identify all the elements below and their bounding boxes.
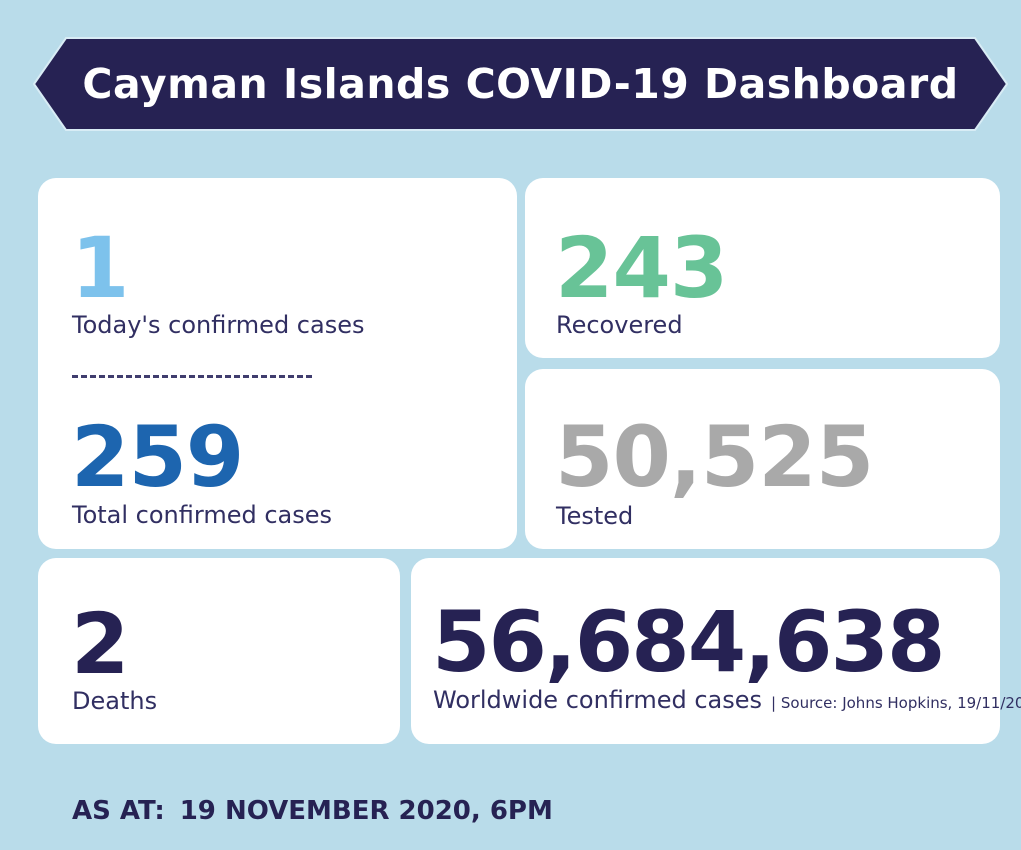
worldwide-label: Worldwide confirmed cases xyxy=(433,686,763,714)
tested-value: 50,525 xyxy=(555,408,874,506)
card-tested: 50,525 Tested xyxy=(525,369,1000,549)
header-banner: Cayman Islands COVID-19 Dashboard xyxy=(33,37,1008,131)
banner-ribbon-shape xyxy=(33,37,1008,131)
deaths-value: 2 xyxy=(71,595,129,693)
card-local-cases: 1 Today's confirmed cases 259 Total conf… xyxy=(38,178,517,549)
page-title: Cayman Islands COVID-19 Dashboard xyxy=(82,60,959,108)
as-at-value: 19 NOVEMBER 2020, 6PM xyxy=(179,796,553,826)
card-deaths: 2 Deaths xyxy=(38,558,400,744)
today-confirmed-value: 1 xyxy=(71,219,129,317)
card-recovered: 243 Recovered xyxy=(525,178,1000,358)
as-at-timestamp: AS AT: 19 NOVEMBER 2020, 6PM xyxy=(72,796,553,826)
dashed-divider xyxy=(72,375,312,378)
worldwide-label-row: Worldwide confirmed cases | Source: John… xyxy=(433,686,1021,714)
recovered-value: 243 xyxy=(555,219,728,317)
card-worldwide-cases: 56,684,638 Worldwide confirmed cases | S… xyxy=(411,558,1021,744)
recovered-label: Recovered xyxy=(556,311,683,339)
total-confirmed-value: 259 xyxy=(71,408,244,506)
today-confirmed-label: Today's confirmed cases xyxy=(72,311,365,339)
tested-label: Tested xyxy=(556,502,634,530)
as-at-label: AS AT: xyxy=(72,796,165,826)
deaths-label: Deaths xyxy=(72,687,158,715)
worldwide-value: 56,684,638 xyxy=(432,593,945,691)
total-confirmed-label: Total confirmed cases xyxy=(72,501,333,529)
worldwide-source-note: | Source: Johns Hopkins, 19/11/2020, 3.3… xyxy=(771,694,1021,712)
